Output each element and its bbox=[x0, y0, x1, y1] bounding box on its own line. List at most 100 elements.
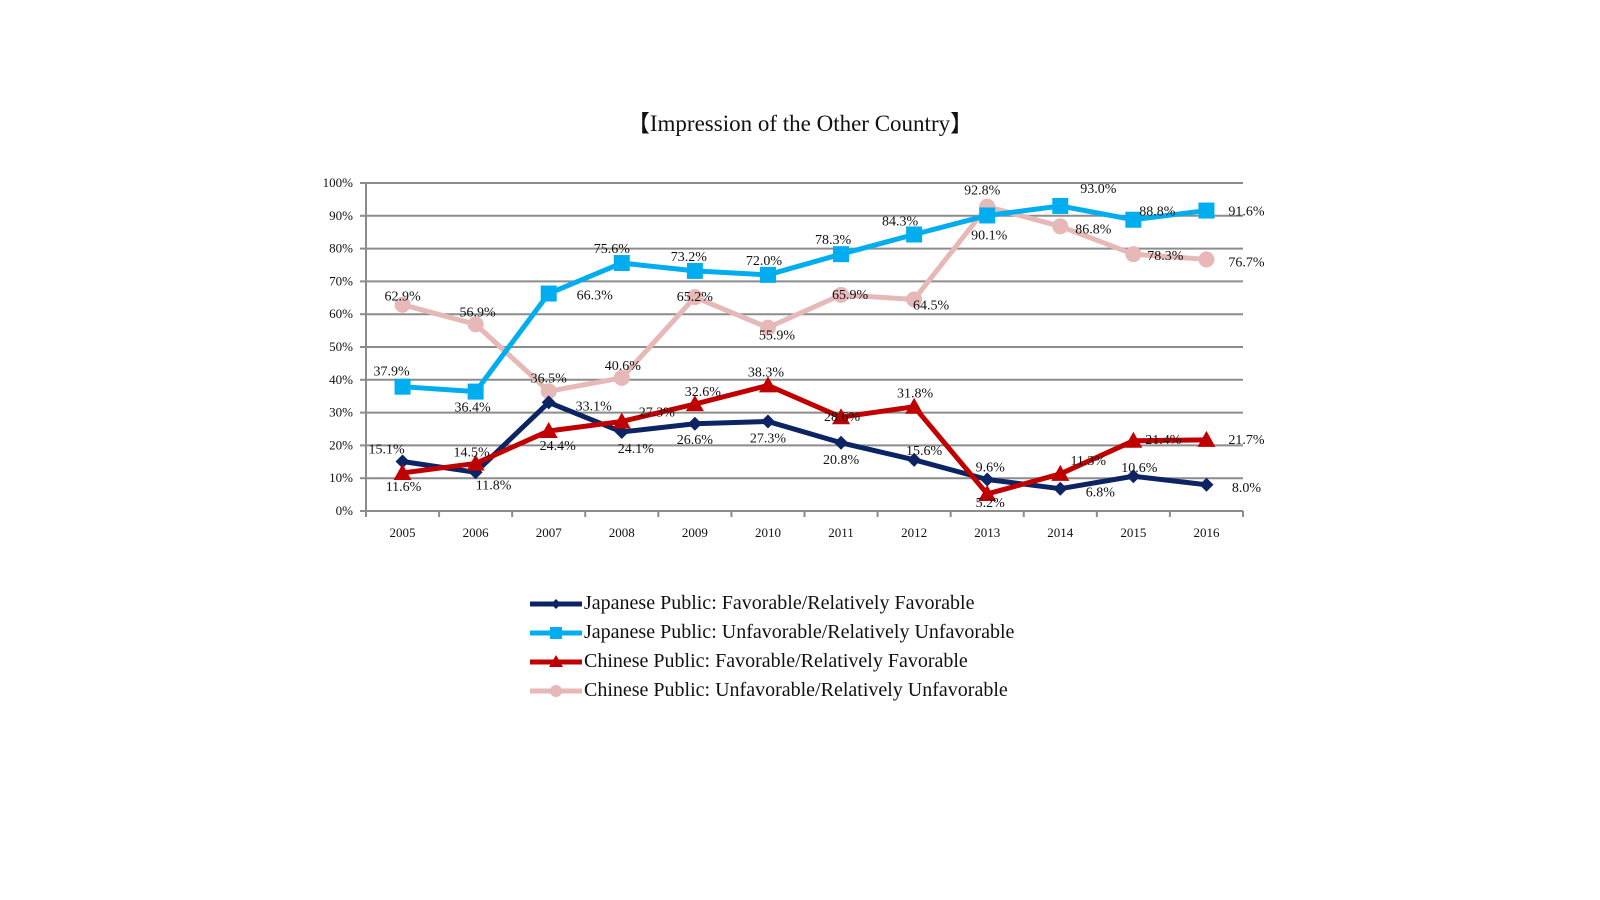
legend-item: Japanese Public: Favorable/Relatively Fa… bbox=[530, 589, 1014, 618]
data-label: 15.1% bbox=[368, 442, 405, 457]
x-tick-label: 2015 bbox=[1120, 525, 1146, 540]
data-label: 33.1% bbox=[576, 399, 613, 414]
legend-item: Chinese Public: Unfavorable/Relatively U… bbox=[530, 676, 1014, 705]
data-label: 65.2% bbox=[677, 290, 714, 305]
data-label: 92.8% bbox=[964, 184, 1001, 199]
data-point-triangle bbox=[1051, 464, 1070, 481]
y-tick-label: 0% bbox=[336, 503, 354, 518]
x-tick-label: 2010 bbox=[755, 525, 781, 540]
data-label: 21.7% bbox=[1228, 433, 1265, 448]
data-point-square bbox=[613, 255, 630, 272]
data-point-triangle bbox=[393, 463, 412, 480]
data-label: 76.7% bbox=[1228, 255, 1265, 270]
legend-label: Japanese Public: Unfavorable/Relatively … bbox=[584, 621, 1015, 643]
data-point-square bbox=[467, 383, 484, 400]
legend-swatch-square-icon bbox=[530, 626, 582, 639]
data-point-square bbox=[1125, 211, 1142, 228]
data-label: 78.3% bbox=[1147, 249, 1184, 264]
legend-swatch-diamond-icon bbox=[530, 598, 582, 609]
data-point-circle bbox=[394, 296, 411, 313]
data-point-square bbox=[686, 262, 703, 279]
data-point-diamond bbox=[551, 598, 561, 609]
data-label: 21.4% bbox=[1145, 433, 1182, 448]
legend-label: Chinese Public: Favorable/Relatively Fav… bbox=[584, 650, 968, 672]
data-label: 64.5% bbox=[913, 298, 950, 313]
legend-label: Japanese Public: Favorable/Relatively Fa… bbox=[584, 592, 975, 614]
data-label: 15.6% bbox=[906, 444, 943, 459]
data-point-circle bbox=[759, 319, 776, 336]
series-diamond bbox=[395, 395, 1214, 496]
data-label: 27.3% bbox=[750, 431, 787, 446]
series-line bbox=[402, 382, 1207, 497]
data-point-triangle bbox=[549, 654, 563, 667]
data-label: 72.0% bbox=[746, 254, 783, 269]
data-point-diamond bbox=[541, 395, 556, 410]
data-point-diamond bbox=[1199, 477, 1214, 492]
data-label: 32.6% bbox=[685, 385, 722, 400]
data-label: 10.6% bbox=[1121, 461, 1158, 476]
data-label: 90.1% bbox=[971, 228, 1008, 243]
y-tick-label: 40% bbox=[329, 372, 353, 387]
data-point-circle bbox=[550, 684, 562, 697]
x-tick-label: 2013 bbox=[974, 525, 1000, 540]
data-point-square bbox=[550, 626, 562, 639]
x-tick-label: 2009 bbox=[682, 525, 708, 540]
data-point-circle bbox=[686, 289, 703, 306]
data-label: 11.8% bbox=[476, 478, 512, 493]
series-circle bbox=[394, 198, 1215, 400]
data-point-triangle bbox=[832, 408, 851, 425]
data-point-diamond bbox=[907, 452, 922, 467]
x-tick-label: 2014 bbox=[1047, 525, 1074, 540]
data-label: 73.2% bbox=[671, 250, 708, 265]
data-point-circle bbox=[1198, 251, 1215, 268]
legend: Japanese Public: Favorable/Relatively Fa… bbox=[530, 589, 1014, 705]
data-point-square bbox=[979, 207, 996, 224]
series-line bbox=[402, 203, 1207, 395]
data-point-circle bbox=[833, 286, 850, 303]
x-tick-label: 2007 bbox=[536, 525, 563, 540]
y-tick-label: 20% bbox=[329, 437, 353, 452]
data-point-square bbox=[1198, 202, 1215, 219]
data-label: 26.6% bbox=[677, 433, 714, 448]
data-label: 36.4% bbox=[455, 401, 492, 416]
axes: 0% 10% 20% 30% 40% 50% 60% 70% 80% 90% 100% 2005 200… bbox=[323, 175, 1244, 540]
data-label: 84.3% bbox=[882, 214, 919, 229]
data-label: 75.6% bbox=[594, 242, 631, 257]
data-label: 40.6% bbox=[605, 359, 642, 374]
data-label: 66.3% bbox=[577, 289, 614, 304]
series-square bbox=[394, 197, 1215, 400]
data-label: 27.3% bbox=[639, 405, 676, 420]
data-point-triangle bbox=[905, 397, 924, 414]
data-label: 20.8% bbox=[823, 453, 860, 468]
chart-title: 【Impression of the Other Country】 bbox=[626, 111, 974, 136]
data-point-triangle bbox=[539, 421, 558, 438]
y-tick-label: 90% bbox=[329, 208, 353, 223]
data-point-square bbox=[906, 226, 923, 243]
data-point-diamond bbox=[1053, 481, 1068, 496]
x-tick-label: 2016 bbox=[1193, 525, 1220, 540]
y-tick-label: 50% bbox=[329, 339, 353, 354]
data-point-circle bbox=[613, 369, 630, 386]
y-tick-label: 30% bbox=[329, 405, 353, 420]
data-label: 6.8% bbox=[1086, 486, 1116, 501]
data-label: 56.9% bbox=[460, 305, 497, 320]
legend-swatch-circle-icon bbox=[530, 684, 582, 697]
data-point-square bbox=[833, 246, 850, 263]
data-point-circle bbox=[1052, 218, 1069, 235]
y-tick-label: 100% bbox=[323, 175, 354, 190]
data-label: 11.6% bbox=[386, 480, 422, 495]
data-point-square bbox=[1052, 197, 1069, 214]
data-point-triangle bbox=[1197, 430, 1216, 447]
data-label: 24.1% bbox=[618, 442, 655, 457]
y-tick-label: 60% bbox=[329, 306, 353, 321]
x-tick-label: 2008 bbox=[609, 525, 635, 540]
series-line bbox=[401, 204, 1207, 394]
data-label: 65.9% bbox=[832, 288, 869, 303]
x-tick-label: 2012 bbox=[901, 525, 927, 540]
data-label: 11.3% bbox=[1070, 454, 1106, 469]
data-label: 28.6% bbox=[824, 410, 861, 425]
data-label: 24.4% bbox=[540, 439, 577, 454]
series-line bbox=[402, 399, 1207, 492]
data-point-circle bbox=[1125, 246, 1142, 263]
